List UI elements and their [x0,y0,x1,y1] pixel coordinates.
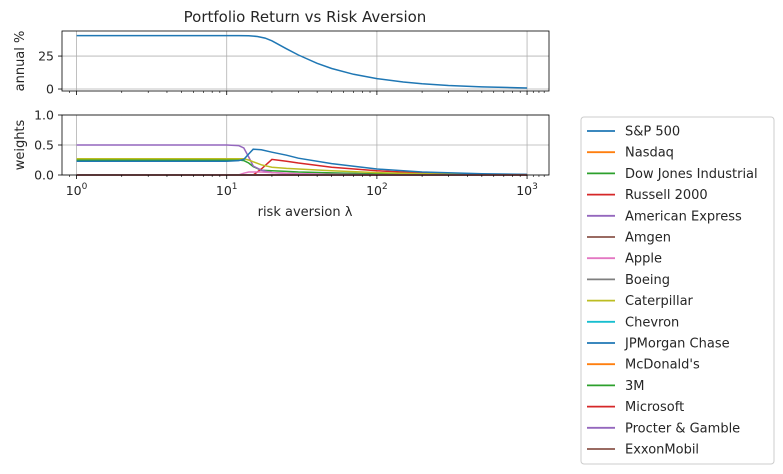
top-y-tick-label: 0 [46,82,54,97]
top-gridlines [62,31,549,91]
legend-label: Apple [625,252,662,267]
bottom-axes: 0.0 0.5 1.0 100 101 102 103 [34,108,550,198]
legend-label: Dow Jones Industrial [625,167,758,182]
x-tick-label: 103 [516,182,538,198]
top-axes-frame [61,30,550,92]
legend-label: McDonald's [625,358,700,373]
bottom-y-tick-label: 0.5 [34,138,54,153]
legend-label: Nasdaq [625,146,674,161]
bottom-y-tick-label: 0.0 [34,168,54,183]
legend: S&P 500 Nasdaq Dow Jones Industrial Russell… [580,116,775,465]
legend-label: Boeing [625,273,670,288]
x-tick-label: 101 [216,182,238,198]
legend-label: S&P 500 [625,125,680,140]
legend-label: Procter & Gamble [625,421,740,436]
top-y-axis-label: annual % [13,31,28,92]
x-tick-label: 100 [66,182,88,198]
legend-label: Microsoft [625,400,684,415]
bottom-series-lines [76,144,528,176]
legend-frame [580,116,775,465]
bottom-y-tick-label: 1.0 [34,108,54,123]
legend-label: JPMorgan Chase [624,337,730,352]
x-axis-label: risk aversion λ [258,205,353,220]
legend-label: Russell 2000 [625,188,708,203]
legend-label: Chevron [625,315,679,330]
legend-label: ExxonMobil [625,443,699,458]
chart-title: Portfolio Return vs Risk Aversion [184,8,427,26]
x-tick-label: 102 [366,182,388,198]
legend-label: Amgen [625,231,671,246]
legend-label: American Express [625,209,742,224]
bottom-series-line-9 [76,158,528,176]
legend-label: Caterpillar [625,294,694,309]
top-series-line-1 [76,34,528,89]
top-axes: 0 25 [38,30,550,97]
legend-label: 3M [625,379,645,394]
top-y-tick-label: 25 [38,49,54,64]
top-series-lines [76,34,528,89]
bottom-y-axis-label: weights [13,119,28,170]
bottom-series-line-11 [76,148,528,176]
